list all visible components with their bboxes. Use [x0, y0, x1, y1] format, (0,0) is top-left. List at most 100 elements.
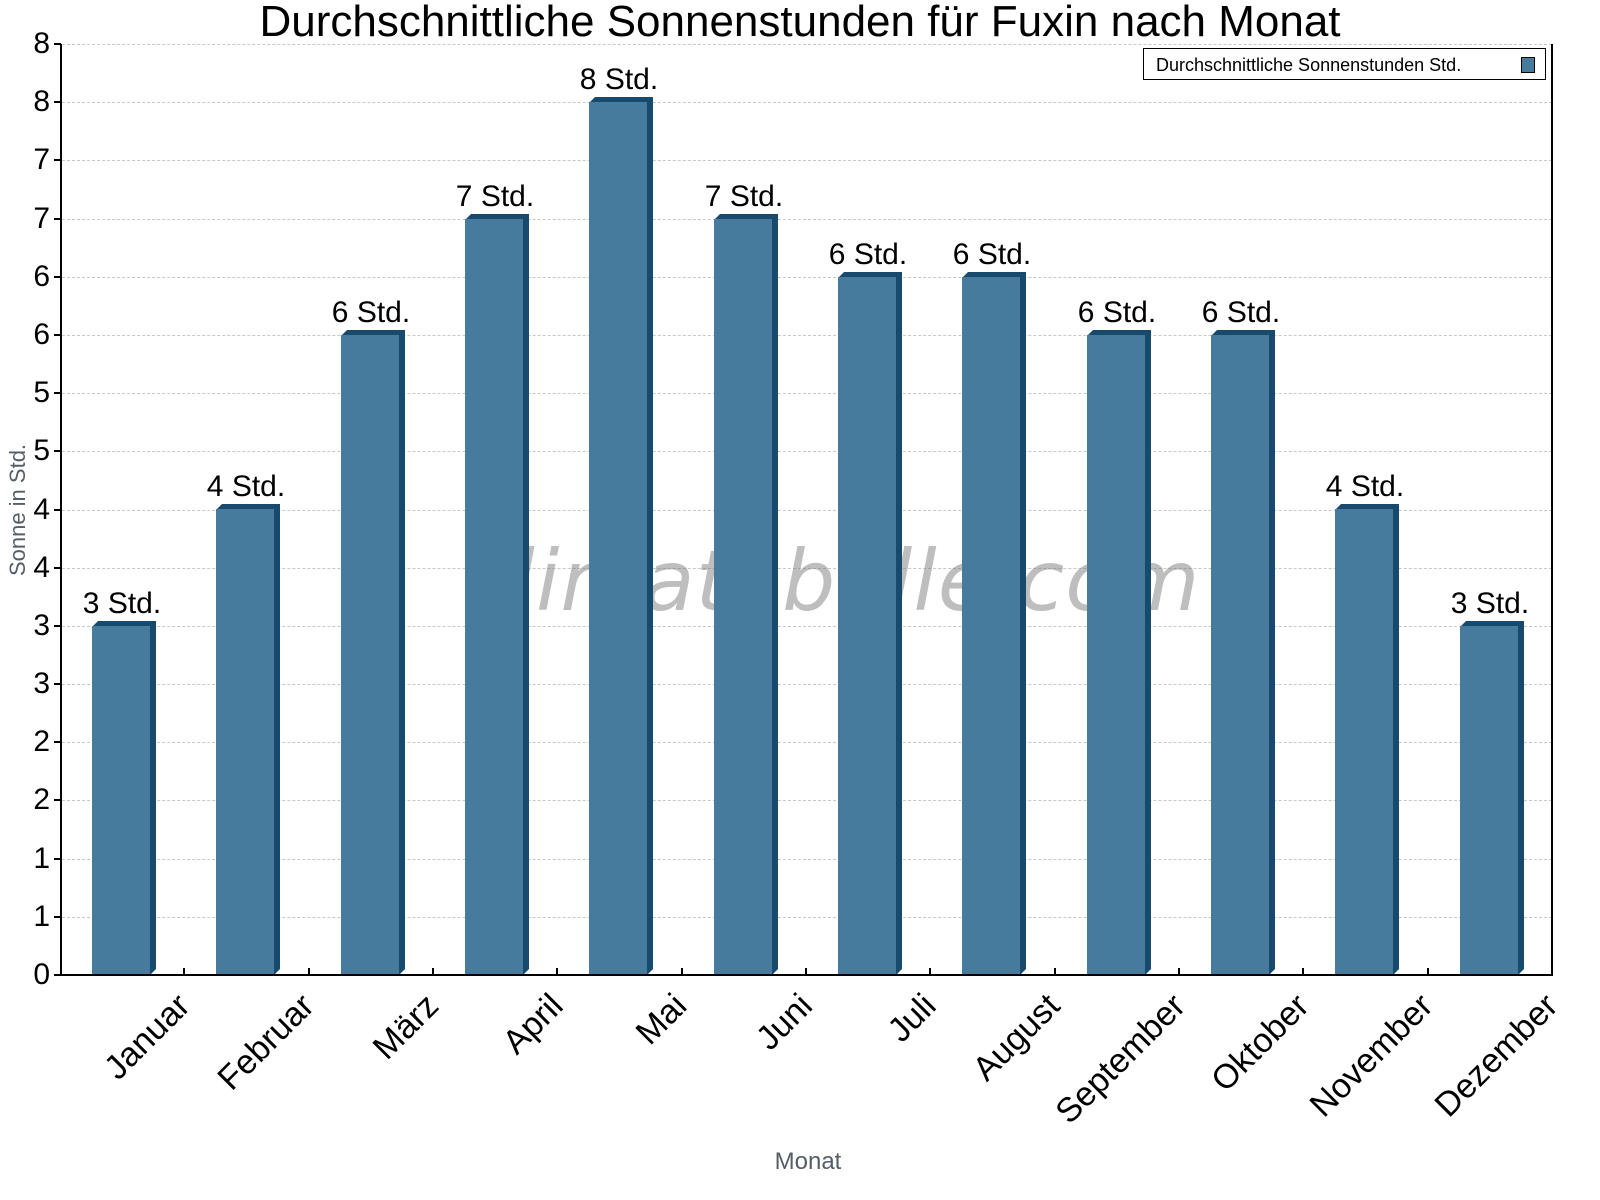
- grid-line: [62, 684, 1552, 685]
- y-tick: [54, 683, 61, 685]
- y-tick: [54, 799, 61, 801]
- y-tick-label: 1: [33, 900, 50, 933]
- bar-value-label: 6 Std.: [952, 238, 1032, 271]
- bar-mai: [589, 97, 653, 975]
- x-tick-label: August: [965, 986, 1068, 1089]
- bar-juni: [714, 214, 778, 975]
- bar-value-label: 7 Std.: [455, 180, 535, 213]
- y-tick-label: 7: [33, 202, 50, 235]
- x-tick: [1178, 968, 1180, 976]
- grid-line: [62, 917, 1552, 918]
- bar-januar: [92, 621, 156, 975]
- y-tick: [54, 43, 61, 45]
- bar-value-label: 4 Std.: [1325, 470, 1405, 503]
- y-tick-label: 3: [33, 609, 50, 642]
- y-tick: [54, 334, 61, 336]
- grid-line: [62, 102, 1552, 103]
- y-tick-label: 8: [33, 85, 50, 118]
- y-tick: [54, 858, 61, 860]
- plot-right-border: [1551, 44, 1553, 976]
- y-tick: [54, 741, 61, 743]
- x-tick: [432, 968, 434, 976]
- y-tick-label: 0: [33, 958, 50, 991]
- y-tick: [54, 567, 61, 569]
- bar-value-label: 8 Std.: [579, 63, 659, 96]
- y-tick: [54, 218, 61, 220]
- bar-märz: [341, 330, 405, 975]
- y-axis-line: [60, 44, 62, 976]
- y-tick-label: 3: [33, 667, 50, 700]
- grid-line: [62, 44, 1552, 45]
- x-tick: [183, 968, 185, 976]
- y-tick: [54, 159, 61, 161]
- y-tick-label: 6: [33, 318, 50, 351]
- y-tick-label: 4: [33, 551, 50, 584]
- x-tick: [308, 968, 310, 976]
- y-tick-label: 8: [33, 27, 50, 60]
- x-tick: [1302, 968, 1304, 976]
- y-tick-label: 2: [33, 783, 50, 816]
- grid-line: [62, 510, 1552, 511]
- y-tick-label: 7: [33, 143, 50, 176]
- x-tick-label: November: [1302, 986, 1441, 1125]
- bar-juli: [838, 272, 902, 975]
- bar-value-label: 4 Std.: [206, 470, 286, 503]
- x-tick: [805, 968, 807, 976]
- y-tick: [54, 509, 61, 511]
- bar-september: [1087, 330, 1151, 975]
- x-tick: [556, 968, 558, 976]
- bar-value-label: 3 Std.: [82, 587, 162, 620]
- y-tick: [54, 101, 61, 103]
- grid-line: [62, 335, 1552, 336]
- grid-line: [62, 800, 1552, 801]
- y-tick: [54, 974, 61, 976]
- bar-februar: [216, 504, 280, 975]
- bar-value-label: 6 Std.: [828, 238, 908, 271]
- grid-line: [62, 393, 1552, 394]
- y-tick: [54, 625, 61, 627]
- grid-line: [62, 277, 1552, 278]
- y-tick-label: 1: [33, 842, 50, 875]
- y-axis-title: Sonne in Std.: [5, 443, 30, 577]
- watermark: klimatabelle.com: [462, 532, 1201, 630]
- y-tick: [54, 916, 61, 918]
- x-tick: [929, 968, 931, 976]
- x-tick: [1054, 968, 1056, 976]
- bar-oktober: [1211, 330, 1275, 975]
- y-tick: [54, 276, 61, 278]
- x-tick: [1551, 968, 1553, 976]
- x-tick-label: Juli: [880, 986, 944, 1050]
- x-tick-label: Januar: [97, 986, 198, 1087]
- legend: Durchschnittliche Sonnenstunden Std.: [1143, 48, 1546, 80]
- y-tick: [54, 450, 61, 452]
- x-tick: [1427, 968, 1429, 976]
- bar-november: [1335, 504, 1399, 975]
- legend-swatch-icon: [1521, 57, 1535, 73]
- bar-august: [962, 272, 1026, 975]
- x-tick-label: September: [1048, 986, 1193, 1132]
- legend-label: Durchschnittliche Sonnenstunden Std.: [1156, 55, 1462, 75]
- x-tick-label: Februar: [210, 986, 322, 1098]
- x-tick-label: März: [365, 986, 447, 1067]
- y-tick-label: 6: [33, 260, 50, 293]
- grid-line: [62, 451, 1552, 452]
- grid-line: [62, 859, 1552, 860]
- y-tick: [54, 392, 61, 394]
- bar-value-label: 7 Std.: [704, 180, 784, 213]
- y-tick-label: 5: [33, 434, 50, 467]
- x-tick: [681, 968, 683, 976]
- bar-april: [465, 214, 529, 975]
- bar-value-label: 3 Std.: [1450, 587, 1530, 620]
- bar-value-label: 6 Std.: [331, 296, 411, 329]
- x-tick-label: Mai: [628, 986, 695, 1053]
- bar-value-label: 6 Std.: [1201, 296, 1281, 329]
- grid-line: [62, 742, 1552, 743]
- bar-dezember: [1460, 621, 1524, 975]
- grid-line: [62, 568, 1552, 569]
- bar-value-label: 6 Std.: [1077, 296, 1157, 329]
- grid-line: [62, 160, 1552, 161]
- x-tick-label: Oktober: [1204, 986, 1317, 1099]
- y-tick-label: 4: [33, 493, 50, 526]
- grid-line: [62, 626, 1552, 627]
- x-axis-title: Monat: [774, 1148, 842, 1175]
